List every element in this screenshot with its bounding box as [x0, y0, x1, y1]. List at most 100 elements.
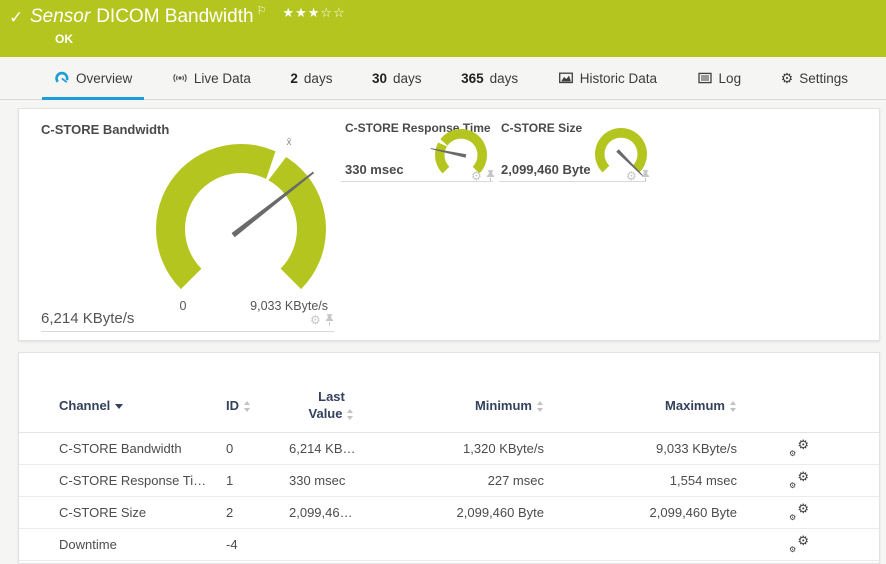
- sort-icon: [244, 401, 251, 413]
- table-row[interactable]: C-STORE Size 2 2,099,46… 2,099,460 Byte 2,09…: [19, 497, 879, 529]
- stars-filled: ★★★: [282, 5, 321, 20]
- cell-maximum: 2,099,460 Byte: [649, 505, 737, 520]
- tab-number: 30: [372, 70, 388, 86]
- sensor-status-banner: ✓ Sensor DICOM Bandwidth ⚐ ★★★☆☆ OK: [0, 0, 886, 57]
- page-title: DICOM Bandwidth: [96, 6, 254, 27]
- column-label: Minimum: [474, 398, 532, 413]
- channel-table-header: Channel ID Last Value Minimum Maximum: [19, 353, 879, 433]
- divider: [499, 181, 646, 182]
- tab-365-days[interactable]: 365 days: [455, 57, 524, 99]
- cell-minimum: 227 msec: [487, 473, 544, 488]
- status-badge: OK: [55, 32, 73, 46]
- main-gauge-tools: ⚙: [310, 314, 334, 326]
- gauge-icon: [55, 71, 69, 83]
- chart-icon: [558, 72, 573, 84]
- pin-icon[interactable]: [325, 314, 334, 326]
- gear-icon: ⚙: [789, 480, 797, 490]
- cell-maximum: 9,033 KByte/s: [656, 441, 737, 456]
- gauge-settings-gear-icon[interactable]: ⚙: [310, 313, 321, 327]
- column-label: Maximum: [665, 398, 725, 413]
- cell-id: -4: [226, 537, 238, 552]
- size-tools: ⚙: [626, 170, 650, 182]
- column-header-channel[interactable]: Channel: [59, 398, 226, 413]
- cell-channel: Downtime: [59, 537, 117, 552]
- tab-overview[interactable]: Overview: [41, 57, 145, 100]
- gauge-scale-min: 0: [179, 299, 187, 313]
- sort-desc-icon: [115, 404, 124, 410]
- tab-2-days[interactable]: 2 days: [284, 57, 338, 99]
- tab-historic-data[interactable]: Historic Data: [552, 57, 663, 99]
- gear-icon: ⚙: [789, 448, 797, 458]
- channel-settings-icon[interactable]: ⚙ ⚙: [789, 468, 809, 490]
- gear-icon: ⚙: [789, 544, 797, 554]
- column-header-last-value[interactable]: Last Value: [304, 389, 360, 422]
- cell-last-value: 2,099,46…: [289, 505, 353, 520]
- gear-icon: ⚙: [797, 468, 809, 484]
- cell-id: 0: [226, 441, 234, 456]
- ok-check-icon: ✓: [9, 8, 24, 27]
- priority-stars[interactable]: ★★★☆☆: [282, 5, 345, 20]
- tab-settings[interactable]: ⚙ Settings: [775, 57, 854, 99]
- channel-settings-icon[interactable]: ⚙ ⚙: [789, 438, 809, 458]
- response-time-tools: ⚙: [471, 170, 495, 182]
- tab-label: Historic Data: [579, 70, 657, 86]
- tab-number: 365: [461, 70, 484, 86]
- divider: [341, 181, 493, 182]
- tab-log[interactable]: Log: [691, 57, 748, 99]
- pin-icon[interactable]: [486, 170, 495, 182]
- gauge-needle: [231, 171, 315, 238]
- object-kind-label: Sensor: [30, 6, 91, 27]
- response-time-value: 330 msec: [345, 162, 404, 177]
- tab-label: days: [303, 70, 333, 86]
- column-header-id[interactable]: ID: [226, 398, 289, 413]
- sort-icon: [347, 408, 354, 420]
- cell-minimum: 1,320 KByte/s: [463, 441, 544, 456]
- column-header-minimum[interactable]: Minimum: [374, 398, 544, 413]
- tab-label: Live Data: [193, 70, 251, 86]
- sort-icon: [730, 401, 737, 413]
- sort-icon: [537, 401, 544, 413]
- cell-id: 2: [226, 505, 234, 520]
- gear-icon: ⚙: [789, 512, 797, 522]
- table-row[interactable]: C-STORE Response Ti… 1 330 msec 227 msec 1,5…: [19, 465, 879, 497]
- main-gauge-value: 6,214 KByte/s: [41, 310, 135, 327]
- size-title: C-STORE Size: [501, 121, 583, 135]
- gauges-panel: C-STORE Bandwidth x̄ 0 9,033 KByte/s 6,2…: [18, 108, 880, 341]
- tab-live-data[interactable]: Live Data: [166, 57, 257, 99]
- channel-settings-icon[interactable]: ⚙ ⚙: [789, 532, 809, 554]
- broadcast-icon: [173, 73, 187, 83]
- cell-id: 1: [226, 473, 234, 488]
- column-label: Last Value: [308, 389, 345, 421]
- cell-maximum: 1,554 msec: [669, 473, 737, 488]
- log-icon: [697, 72, 712, 84]
- tab-30-days[interactable]: 30 days: [366, 57, 428, 99]
- average-notch: [263, 143, 291, 187]
- c-store-bandwidth-gauge: x̄: [156, 137, 326, 290]
- cell-last-value: 330 msec: [289, 473, 346, 488]
- table-row[interactable]: Downtime -4 ⚙ ⚙: [19, 529, 879, 561]
- cell-minimum: 2,099,460 Byte: [456, 505, 544, 520]
- gear-icon: ⚙: [797, 500, 809, 516]
- gauge-settings-gear-icon[interactable]: ⚙: [471, 169, 482, 183]
- channel-table-panel: Channel ID Last Value Minimum Maximum C-…: [18, 352, 880, 564]
- gauge-settings-gear-icon[interactable]: ⚙: [626, 169, 637, 183]
- cell-channel: C-STORE Bandwidth: [59, 441, 182, 456]
- table-row[interactable]: C-STORE Bandwidth 0 6,214 KB… 1,320 KByte/s…: [19, 433, 879, 465]
- pin-icon[interactable]: [641, 170, 650, 182]
- channel-settings-icon[interactable]: ⚙ ⚙: [789, 500, 809, 522]
- tab-label: Settings: [799, 70, 848, 86]
- flag-icon[interactable]: ⚐: [256, 5, 267, 17]
- gauge-scale-max: 9,033 KByte/s: [250, 299, 328, 313]
- gauge-needle: [430, 148, 467, 158]
- size-value: 2,099,460 Byte: [501, 162, 591, 177]
- cell-channel: C-STORE Size: [59, 505, 147, 520]
- main-gauge-title: C-STORE Bandwidth: [41, 122, 170, 137]
- gear-icon: ⚙: [797, 532, 809, 548]
- column-header-maximum[interactable]: Maximum: [544, 398, 737, 413]
- cell-last-value: 6,214 KB…: [289, 441, 356, 456]
- sensor-title-line: Sensor DICOM Bandwidth ⚐ ★★★☆☆: [30, 5, 346, 28]
- tab-label: Overview: [76, 70, 133, 86]
- gear-icon: ⚙: [780, 70, 794, 86]
- tab-number: 2: [290, 70, 298, 86]
- c-store-size-gauge: [595, 128, 647, 177]
